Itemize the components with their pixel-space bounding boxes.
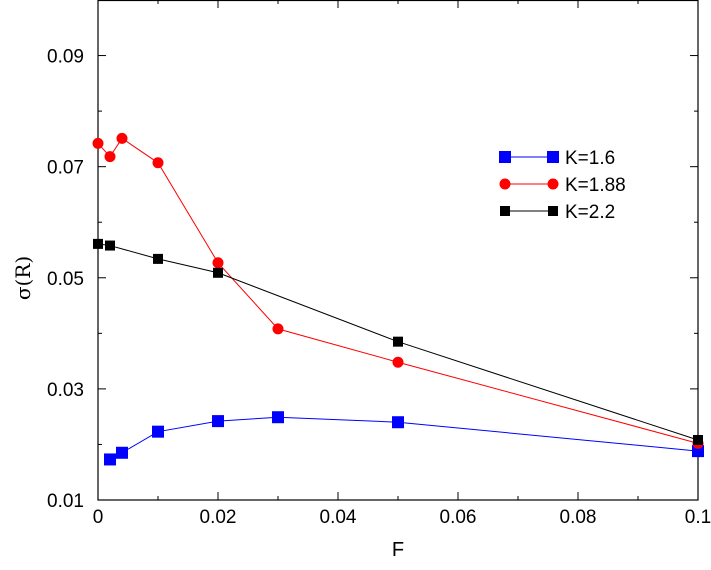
series-k-1-88-point (92, 137, 104, 149)
legend-k-1-6-point (547, 151, 559, 163)
series-k-1-88-point (212, 257, 224, 269)
series-k-1-6-point (212, 415, 224, 428)
series-k-2-2-point (153, 253, 163, 264)
series-k-1-88-point (116, 132, 128, 144)
y-tick-label: 0.05 (47, 269, 84, 290)
legend-k-2-2-point (548, 206, 558, 216)
y-tick-label: 0.01 (47, 491, 84, 512)
series-k-2-2-point (93, 238, 103, 249)
series-k-2-2-point (393, 336, 403, 347)
series-k-2-2-point (693, 435, 703, 445)
x-axis-title: F (392, 539, 404, 561)
series-k-1-88-point (272, 323, 284, 335)
legend-k-1-88-point (547, 178, 559, 190)
y-tick-label: 0.03 (47, 380, 84, 401)
legend-k-2-2-point (500, 206, 510, 216)
series-k-1-88-point (392, 356, 404, 368)
y-tick-label: 0.09 (47, 47, 84, 68)
y-tick-label: 0.07 (47, 158, 84, 179)
series-k-1-6-point (272, 411, 284, 424)
legend-k-2-2: K=2.2 (500, 202, 615, 223)
series-k-1-6-point (104, 453, 116, 466)
series-k-1-6 (104, 411, 704, 466)
x-tick-label: 0.1 (685, 507, 711, 528)
series-k-1-6-point (152, 425, 164, 438)
legend-k-1-6: K=1.6 (499, 148, 615, 169)
series-k-2-2 (93, 238, 703, 445)
series-k-1-88 (92, 132, 704, 449)
series-k-1-6-point (692, 445, 704, 458)
legend-k-1-88: K=1.88 (499, 175, 626, 196)
series-k-1-88-point (104, 151, 116, 163)
y-axis-title: σ(R) (11, 256, 35, 300)
x-tick-label: 0 (93, 507, 104, 528)
series-k-1-6-point (116, 446, 128, 459)
x-tick-label: 0.02 (200, 507, 237, 528)
x-tick-label: 0.08 (560, 507, 597, 528)
legend-k-1-88-point (499, 178, 511, 190)
legend-k-2-2-label: K=2.2 (565, 202, 615, 223)
series-k-1-88-point (152, 157, 164, 169)
legend-k-1-6-label: K=1.6 (565, 148, 615, 169)
x-tick-label: 0.04 (320, 507, 357, 528)
series-k-2-2-point (213, 267, 223, 278)
legend-k-1-88-label: K=1.88 (565, 175, 626, 196)
series-k-1-6-point (392, 416, 404, 429)
legend-k-1-6-point (499, 151, 511, 163)
series-k-2-2-point (105, 240, 115, 251)
x-tick-label: 0.06 (440, 507, 477, 528)
